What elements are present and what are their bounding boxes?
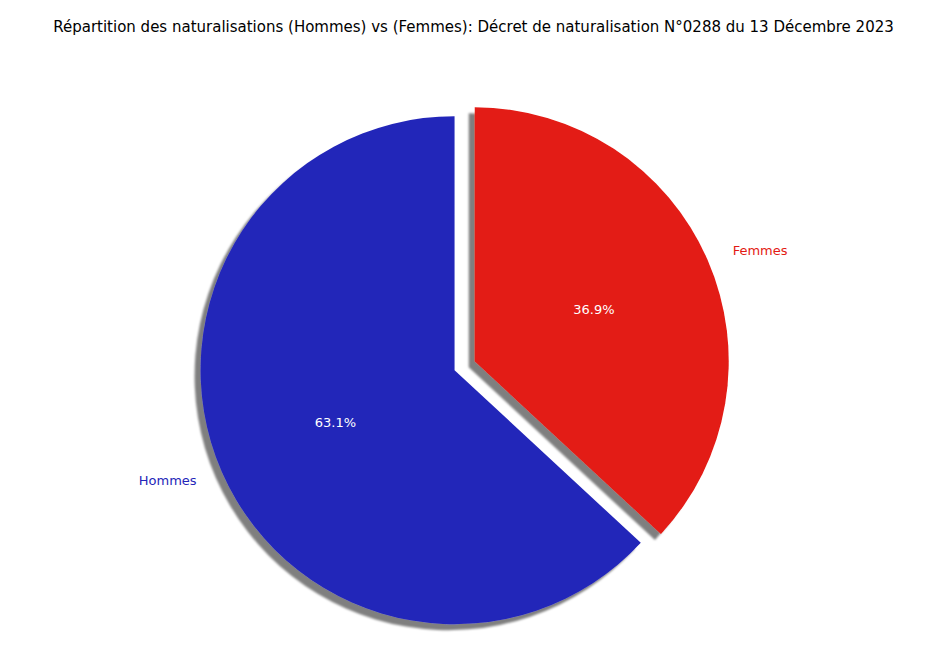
svg-text:Hommes: Hommes — [139, 473, 197, 488]
svg-text:36.9%: 36.9% — [573, 302, 614, 317]
svg-text:Répartition des naturalisation: Répartition des naturalisations (Hommes)… — [53, 18, 894, 36]
svg-text:63.1%: 63.1% — [315, 415, 356, 430]
svg-text:Femmes: Femmes — [733, 243, 788, 258]
